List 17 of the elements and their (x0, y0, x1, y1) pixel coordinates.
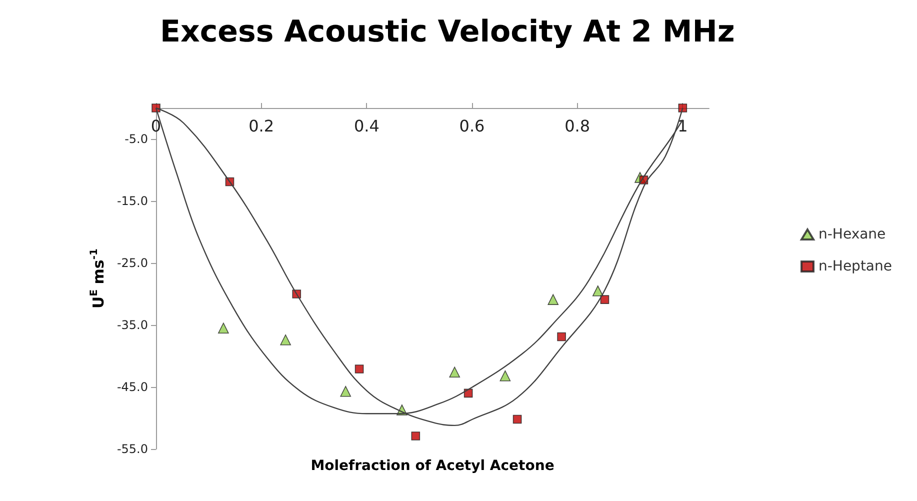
y-tick-label: -15.0 (116, 194, 148, 208)
x-tick-label: 0.8 (564, 116, 590, 136)
y-tick-label: -45.0 (116, 380, 148, 394)
x-tick-label: 0.2 (248, 116, 274, 136)
y-tick-label: -55.0 (116, 442, 148, 456)
y-axis-title: UE ms-1 (89, 248, 108, 308)
x-tick-label: 1 (678, 116, 688, 136)
legend-label: n-Heptane (818, 258, 892, 274)
x-tick-label: 0.6 (459, 116, 485, 136)
x-axis-title: Molefraction of Acetyl Acetone (310, 458, 554, 474)
x-tick-label: 0 (150, 116, 162, 136)
x-tick-label: 0.4 (354, 116, 380, 136)
y-tick-label: -5.0 (124, 132, 148, 146)
y-tick-label: -25.0 (116, 256, 148, 270)
legend-label: n-Hexane (818, 226, 886, 242)
chart-title: Excess Acoustic Velocity At 2 MHz (160, 14, 735, 50)
y-tick-label: -35.0 (116, 318, 148, 332)
